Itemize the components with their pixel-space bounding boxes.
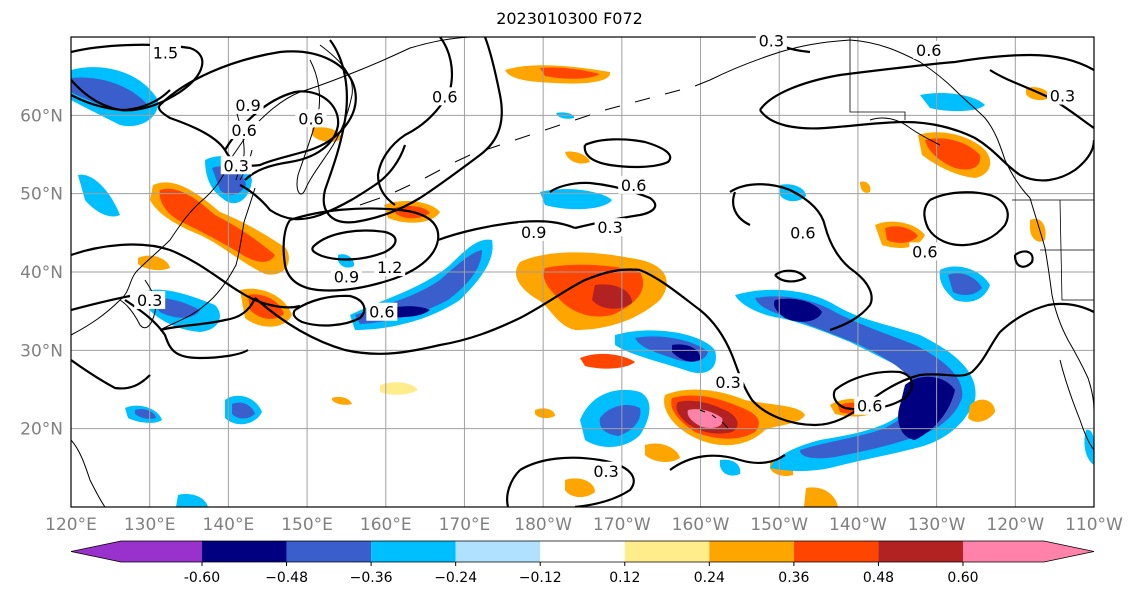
lon-tick-label: 150°E <box>281 515 333 535</box>
map-title: 2023010300 F072 <box>496 9 643 28</box>
lat-tick-label: 50°N <box>20 185 63 205</box>
colorbar-segment <box>455 541 541 562</box>
contour-label: 0.3 <box>759 32 784 51</box>
contour-label: 0.3 <box>593 462 618 481</box>
contour-label: 0.6 <box>857 397 882 416</box>
contour-label-bg <box>429 87 461 106</box>
contour-label: 0.6 <box>916 41 941 60</box>
colorbar-segment <box>793 541 879 562</box>
contour-label: 1.2 <box>377 258 402 277</box>
contour-label-bg <box>618 175 650 194</box>
contour-label-bg <box>366 302 398 321</box>
colorbar-tick-label: −0.36 <box>350 570 393 586</box>
lon-tick-label: 180°W <box>514 515 572 535</box>
lon-tick-label: 160°E <box>360 515 412 535</box>
contour-label-bg <box>330 267 362 286</box>
lat-tick-label: 20°N <box>20 420 63 440</box>
contour-label: 0.6 <box>369 303 394 322</box>
contour-labels: 1.5 0.9 0.6 0.3 0.6 0.6 0.3 0.6 0.3 0.6 0.3 0.6 0.6 0… <box>134 31 1079 481</box>
map-frame <box>70 36 1095 508</box>
contour-label-bg <box>518 222 550 241</box>
contour-label: 0.6 <box>298 109 323 128</box>
contour-label: 0.3 <box>224 156 249 175</box>
colorbar-tick-label: −0.24 <box>434 570 477 586</box>
colorbar-tick-label: 0.24 <box>694 570 725 586</box>
lat-tick-label: 60°N <box>20 106 63 126</box>
lon-tick-label: 140°W <box>829 515 887 535</box>
colorbar-outline <box>70 540 1095 563</box>
contour-label-bg <box>374 258 406 277</box>
colorbar-tick-label: −0.48 <box>265 570 308 586</box>
contour-label: 0.6 <box>432 87 457 106</box>
colorbar-segment <box>709 541 794 562</box>
colorbar-segment <box>202 541 287 562</box>
contour-label-bg <box>134 290 166 309</box>
lat-tick-label: 30°N <box>20 341 63 361</box>
contour-label: 1.5 <box>153 43 178 62</box>
colorbar-tick-label: 0.60 <box>947 570 978 586</box>
lon-tick-label: 170°W <box>593 515 651 535</box>
contour-label-bg <box>909 242 941 261</box>
colorbar-segment <box>286 541 372 562</box>
contour-label: 0.3 <box>715 373 740 392</box>
contour-label-bg <box>590 461 622 480</box>
lat-tick-label: 40°N <box>20 263 63 283</box>
anomaly-shading <box>71 65 1094 507</box>
colorbar-tick-label: 0.48 <box>863 570 894 586</box>
colorbar-segment <box>963 541 1094 562</box>
contour-label: 0.3 <box>1050 87 1075 106</box>
colorbar-tick-labels: -0.60 −0.48 −0.36 −0.24 −0.12 0.12 0.24 0.36 0.4… <box>184 562 979 586</box>
lon-tick-label: 130°W <box>908 515 966 535</box>
contour-label-bg <box>594 218 626 237</box>
contour-label-bg <box>913 41 945 60</box>
contour-label-bg <box>220 156 252 175</box>
latitude-labels: 60°N 50°N 40°N 30°N 20°N <box>20 106 63 439</box>
contour-label: 0.6 <box>790 224 815 243</box>
colorbar-tick-label: −0.12 <box>519 570 562 586</box>
colorbar-segment <box>878 541 963 562</box>
contour-label: 0.6 <box>231 121 256 140</box>
contour-label: 0.3 <box>137 291 162 310</box>
lon-tick-label: 130°E <box>124 515 176 535</box>
colorbar-segment <box>624 541 710 562</box>
contour-label: 0.6 <box>621 176 646 195</box>
contour-label: 0.9 <box>235 96 260 115</box>
contour-label: 0.9 <box>334 267 359 286</box>
contour-label-bg <box>854 396 886 415</box>
lon-tick-label: 150°W <box>750 515 808 535</box>
colorbar-tick-label: 0.12 <box>609 570 640 586</box>
contour-label-bg <box>755 31 787 50</box>
contour-label-bg <box>1047 86 1079 105</box>
lon-tick-label: 120°E <box>45 515 97 535</box>
lon-tick-label: 120°W <box>986 515 1044 535</box>
contour-label-bg <box>712 373 744 392</box>
longitude-labels: 120°E 130°E 140°E 150°E 160°E 170°E 180°W 170°W… <box>45 515 1123 535</box>
contour-label: 0.6 <box>912 242 937 261</box>
colorbar-segment <box>71 541 202 562</box>
contour-label: 0.3 <box>597 218 622 237</box>
colorbar <box>70 540 1095 563</box>
colorbar-segment <box>540 541 625 562</box>
colorbar-tick-label: -0.60 <box>184 570 220 586</box>
contour-label-bg <box>232 95 264 114</box>
contour-label-bg <box>149 43 181 62</box>
colorbar-tick-label: 0.36 <box>778 570 809 586</box>
contour-label-bg <box>295 109 327 128</box>
lon-tick-label: 170°E <box>439 515 491 535</box>
contour-label-bg <box>787 223 819 242</box>
contour-label-bg <box>228 121 260 139</box>
lon-tick-label: 140°E <box>203 515 255 535</box>
lon-tick-label: 110°W <box>1065 515 1123 535</box>
colorbar-segment <box>371 541 456 562</box>
contour-label: 0.9 <box>521 223 546 242</box>
lon-tick-label: 160°W <box>672 515 730 535</box>
contour-lines <box>71 37 1094 507</box>
